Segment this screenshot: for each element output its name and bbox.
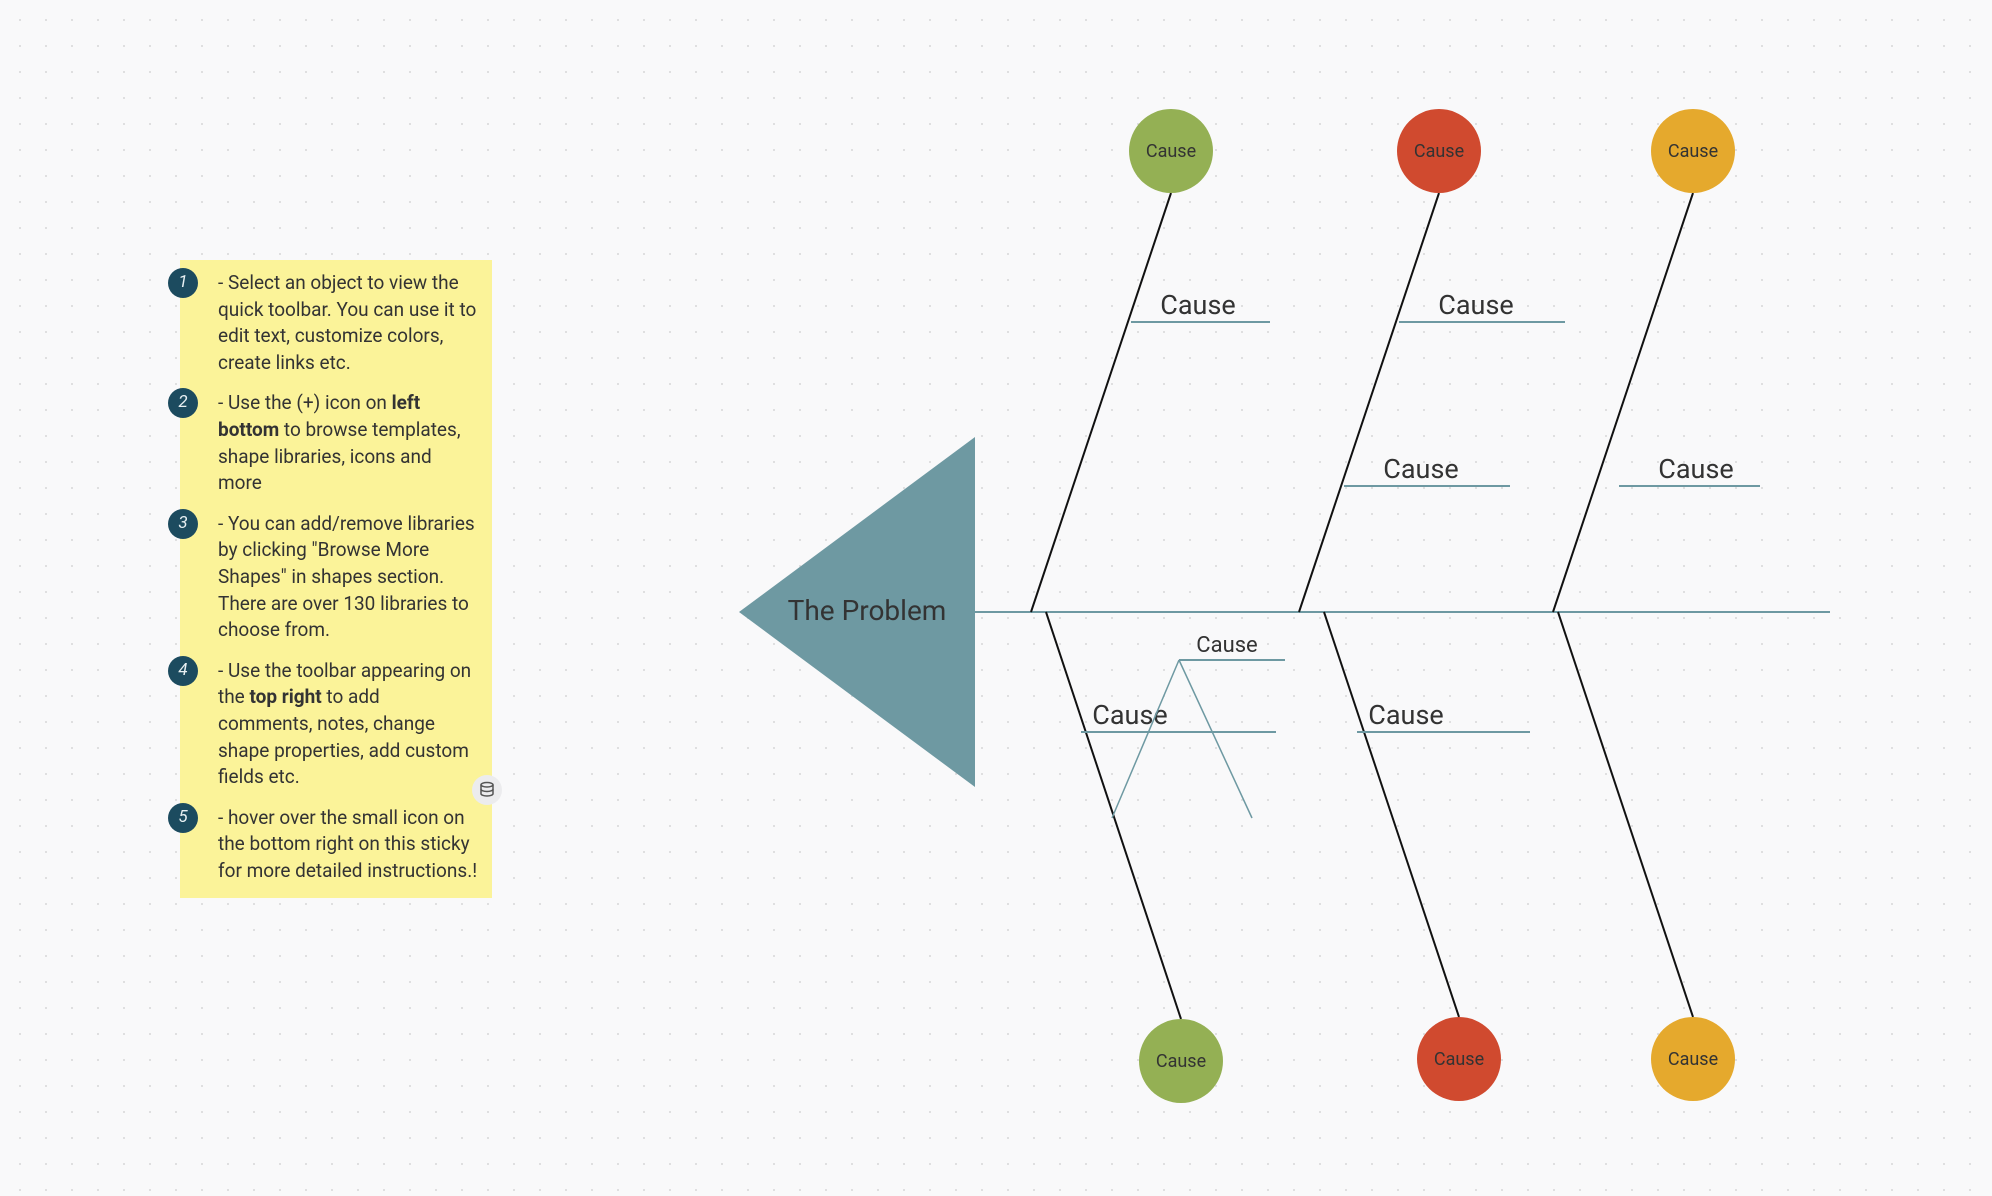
cause-sublabel[interactable]: Cause [1383, 453, 1458, 485]
cause-mini-branch [1112, 660, 1179, 818]
cause-node-label: Cause [1668, 1049, 1718, 1070]
cause-node-label: Cause [1414, 141, 1464, 162]
bone-line[interactable] [1299, 193, 1439, 612]
cause-mini-branch [1179, 660, 1252, 818]
fishbone-diagram[interactable]: The Problem Cause Cause Cause Cause Cause Caus… [0, 0, 1992, 1196]
bone-line[interactable] [1324, 612, 1459, 1017]
canvas-stage[interactable]: 1 - Select an object to view the quick t… [0, 0, 1992, 1196]
cause-node-label: Cause [1668, 141, 1718, 162]
cause-mini-label[interactable]: Cause [1196, 633, 1257, 658]
bone-line[interactable] [1031, 193, 1171, 612]
cause-sublabel[interactable]: Cause [1368, 699, 1443, 731]
cause-sublabel[interactable]: Cause [1438, 289, 1513, 321]
cause-node-label: Cause [1146, 141, 1196, 162]
cause-sublabel[interactable]: Cause [1658, 453, 1733, 485]
problem-label: The Problem [788, 594, 947, 627]
cause-node-label: Cause [1434, 1049, 1484, 1070]
bone-line[interactable] [1553, 193, 1693, 612]
cause-sublabel[interactable]: Cause [1160, 289, 1235, 321]
bone-line[interactable] [1558, 612, 1693, 1017]
cause-node-label: Cause [1156, 1051, 1206, 1072]
